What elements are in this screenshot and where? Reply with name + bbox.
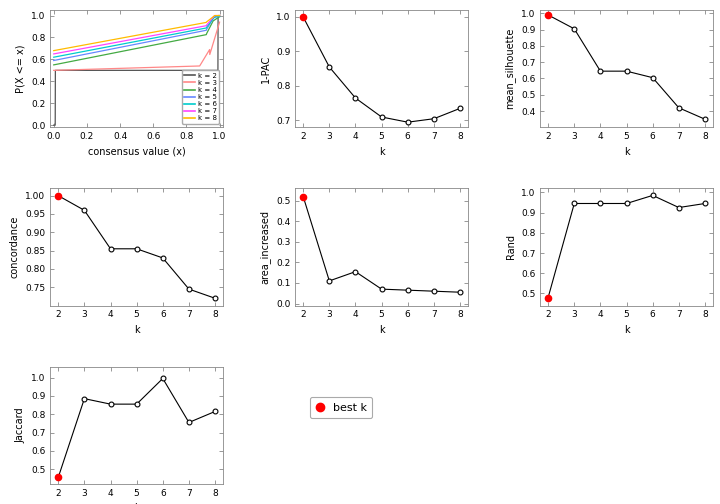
- X-axis label: consensus value (x): consensus value (x): [88, 147, 186, 157]
- Y-axis label: area_increased: area_increased: [260, 210, 271, 284]
- X-axis label: k: k: [134, 325, 140, 335]
- Y-axis label: 1-PAC: 1-PAC: [261, 54, 271, 83]
- Y-axis label: Jaccard: Jaccard: [16, 407, 26, 443]
- Y-axis label: concordance: concordance: [10, 216, 20, 278]
- X-axis label: k: k: [379, 147, 384, 157]
- Legend: k = 2, k = 3, k = 4, k = 5, k = 6, k = 7, k = 8: k = 2, k = 3, k = 4, k = 5, k = 6, k = 7…: [181, 70, 220, 124]
- X-axis label: k: k: [379, 325, 384, 335]
- Y-axis label: P(X <= x): P(X <= x): [16, 44, 26, 93]
- Legend: best k: best k: [310, 397, 372, 418]
- Y-axis label: mean_silhouette: mean_silhouette: [505, 28, 516, 109]
- X-axis label: k: k: [134, 503, 140, 504]
- X-axis label: k: k: [624, 147, 629, 157]
- X-axis label: k: k: [624, 325, 629, 335]
- Y-axis label: Rand: Rand: [505, 234, 516, 260]
